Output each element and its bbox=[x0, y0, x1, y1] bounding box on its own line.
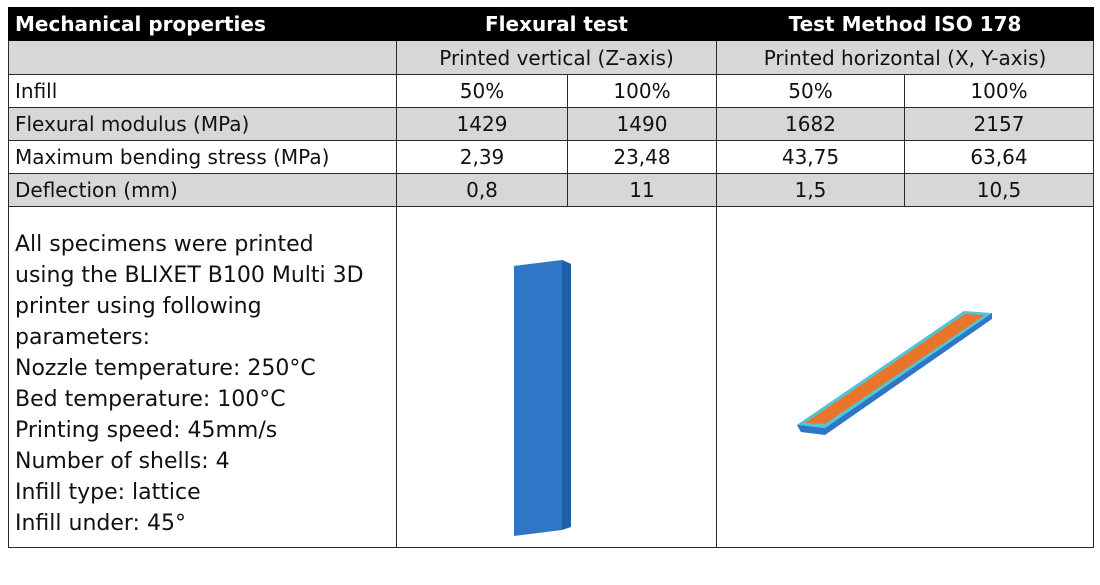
table-cell: 1682 bbox=[716, 107, 905, 141]
table-cell: 2157 bbox=[903, 107, 1095, 141]
mechanical-properties-table: Mechanical properties Flexural test Test… bbox=[8, 7, 1095, 548]
note-line: using the BLIXET B100 Multi 3D bbox=[15, 263, 364, 288]
note-line: All specimens were printed bbox=[15, 232, 314, 257]
table-title: Mechanical properties bbox=[8, 7, 397, 41]
specimen-long-edge bbox=[825, 313, 992, 435]
table-cell: 11 bbox=[567, 173, 717, 207]
horizontal-specimen-image bbox=[718, 208, 1093, 547]
note-line: parameters: bbox=[15, 325, 151, 350]
table-cell: 100% bbox=[567, 74, 717, 108]
table-cell: 1429 bbox=[396, 107, 568, 141]
row-label: Deflection (mm) bbox=[8, 173, 397, 207]
row-label: Infill bbox=[8, 74, 397, 108]
orientation-horizontal: Printed horizontal (X, Y-axis) bbox=[715, 40, 1095, 75]
specimen-infill-top bbox=[805, 314, 985, 424]
print-parameters-notes: All specimens were printed using the BLI… bbox=[10, 208, 396, 540]
vertical-specimen-image bbox=[398, 208, 716, 547]
table-header-row: Mechanical properties Flexural test Test… bbox=[8, 7, 1095, 41]
note-line: Number of shells: 4 bbox=[15, 449, 230, 474]
vertical-specimen-cell bbox=[396, 206, 717, 548]
table-row-flexural-modulus: Flexural modulus (MPa) 1429 1490 1682 21… bbox=[8, 107, 1095, 141]
orientation-blank-cell bbox=[8, 40, 397, 75]
row-label: Maximum bending stress (MPa) bbox=[8, 140, 397, 174]
table-row-infill: Infill 50% 100% 50% 100% bbox=[8, 74, 1095, 108]
orientation-row: Printed vertical (Z-axis) Printed horizo… bbox=[8, 40, 1095, 75]
vertical-specimen-drawing bbox=[514, 260, 571, 536]
specimen-front-face bbox=[514, 260, 562, 536]
horizontal-specimen-cell bbox=[715, 206, 1095, 548]
row-label: Flexural modulus (MPa) bbox=[8, 107, 397, 141]
horizontal-specimen-drawing bbox=[797, 311, 992, 435]
note-line: Bed temperature: 100°C bbox=[15, 387, 286, 412]
note-line: Printing speed: 45mm/s bbox=[15, 418, 278, 443]
table-cell: 43,75 bbox=[716, 140, 905, 174]
note-line: Infill type: lattice bbox=[15, 480, 201, 505]
test-method: Test Method ISO 178 bbox=[715, 7, 1095, 41]
table-row-deflection: Deflection (mm) 0,8 11 1,5 10,5 bbox=[8, 173, 1095, 207]
test-name: Flexural test bbox=[396, 7, 717, 41]
table-cell: 2,39 bbox=[396, 140, 568, 174]
note-line: printer using following bbox=[15, 294, 262, 319]
print-parameters-cell: All specimens were printed using the BLI… bbox=[8, 206, 397, 548]
note-line: Nozzle temperature: 250°C bbox=[15, 356, 316, 381]
table-cell: 50% bbox=[716, 74, 905, 108]
specimen-front-face bbox=[797, 425, 825, 435]
table-cell: 1,5 bbox=[716, 173, 905, 207]
table-cell: 10,5 bbox=[903, 173, 1095, 207]
orientation-vertical: Printed vertical (Z-axis) bbox=[396, 40, 717, 75]
table-cell: 100% bbox=[903, 74, 1095, 108]
table-row-bending-stress: Maximum bending stress (MPa) 2,39 23,48 … bbox=[8, 140, 1095, 174]
table-cell: 1490 bbox=[567, 107, 717, 141]
note-line: Infill under: 45° bbox=[15, 511, 186, 536]
table-cell: 50% bbox=[396, 74, 568, 108]
table-cell: 63,64 bbox=[903, 140, 1095, 174]
table-cell: 0,8 bbox=[396, 173, 568, 207]
table-cell: 23,48 bbox=[567, 140, 717, 174]
details-row: All specimens were printed using the BLI… bbox=[8, 206, 1095, 548]
specimen-side-face bbox=[562, 260, 571, 530]
